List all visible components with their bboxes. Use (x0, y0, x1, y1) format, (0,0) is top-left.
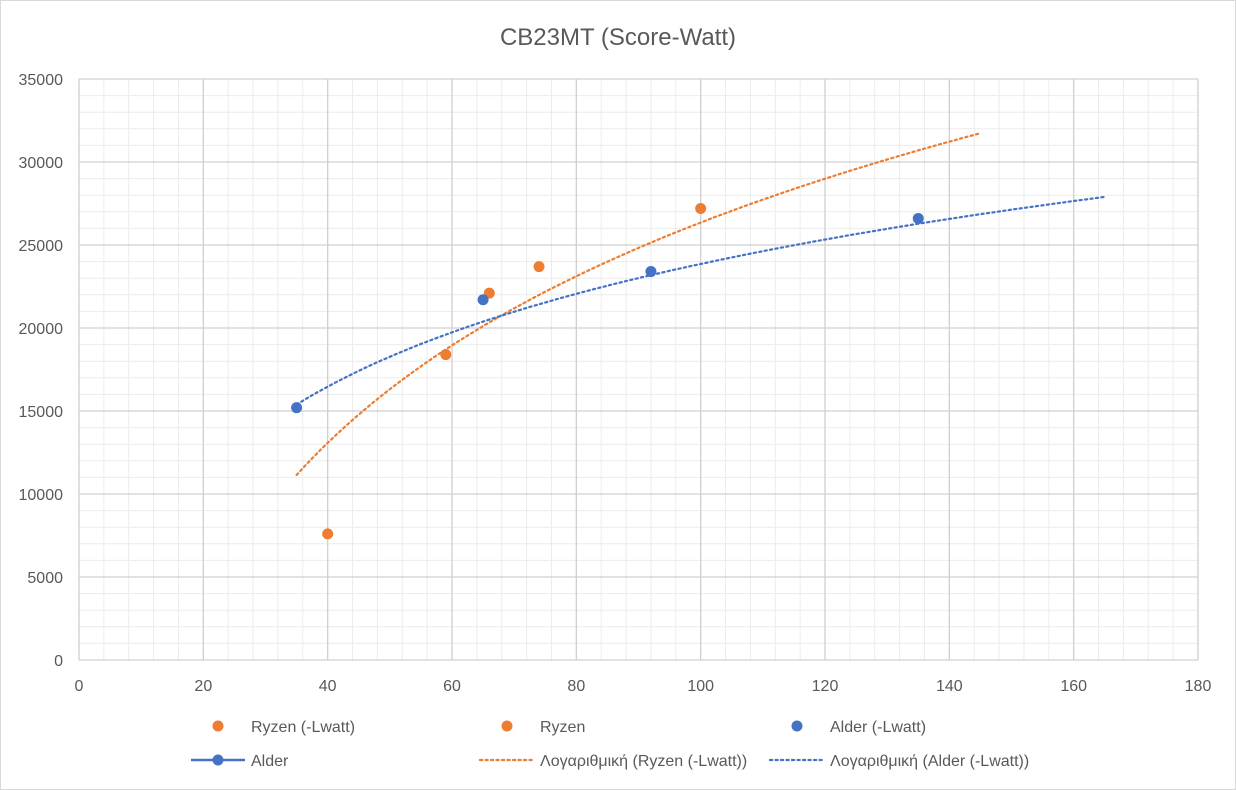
y-tick-label: 25000 (19, 238, 64, 255)
legend-label: Ryzen (540, 719, 585, 736)
x-tick-label: 40 (319, 678, 337, 695)
legend-label: Λογαριθμική (Ryzen (-Lwatt)) (540, 753, 747, 770)
y-tick-label: 35000 (19, 72, 64, 89)
legend-item: Λογαριθμική (Alder (-Lwatt)) (768, 753, 1029, 770)
legend-label: Λογαριθμική (Alder (-Lwatt)) (830, 753, 1029, 770)
legend-item: Alder (191, 753, 289, 770)
trendline (295, 132, 982, 477)
y-tick-label: 15000 (19, 404, 64, 421)
legend-marker (501, 720, 513, 732)
trendlines (295, 132, 1106, 477)
data-point (645, 266, 657, 278)
x-tick-label: 140 (936, 678, 963, 695)
x-tick-label: 180 (1185, 678, 1212, 695)
legend: Ryzen (-Lwatt) Ryzen Alder (-Lwatt) Alder Λο… (191, 719, 1029, 770)
data-markers (291, 202, 924, 540)
legend-item: Ryzen (-Lwatt) (212, 719, 355, 736)
trendline (295, 195, 1106, 406)
chart-title: CB23MT (Score-Watt) (500, 24, 736, 51)
legend-item: Ryzen (501, 719, 585, 736)
legend-label: Alder (-Lwatt) (830, 719, 926, 736)
y-tick-label: 30000 (19, 155, 64, 172)
data-point (440, 349, 452, 361)
legend-label: Alder (251, 753, 289, 770)
data-point (291, 402, 303, 414)
x-tick-label: 20 (194, 678, 212, 695)
legend-marker (212, 720, 224, 732)
x-tick-label: 60 (443, 678, 461, 695)
legend-item: Λογαριθμική (Ryzen (-Lwatt)) (478, 753, 747, 770)
data-point (695, 202, 707, 214)
y-tick-label: 5000 (27, 570, 63, 587)
y-tick-label: 20000 (19, 321, 64, 338)
legend-item: Alder (-Lwatt) (791, 719, 926, 736)
x-tick-label: 100 (687, 678, 714, 695)
legend-label: Ryzen (-Lwatt) (251, 719, 355, 736)
data-point (322, 528, 334, 540)
legend-marker (212, 754, 224, 766)
x-tick-label: 160 (1060, 678, 1087, 695)
data-point (477, 294, 489, 306)
y-axis-ticks: 0 5000 10000 15000 20000 25000 30000 35000 (19, 72, 64, 670)
x-axis-ticks: 0 20 40 60 80 100 120 140 160 180 (75, 678, 1212, 695)
data-point (533, 261, 545, 273)
y-tick-label: 10000 (19, 487, 64, 504)
legend-marker (791, 720, 803, 732)
x-tick-label: 120 (812, 678, 839, 695)
data-point (912, 212, 924, 224)
y-tick-label: 0 (54, 653, 63, 670)
major-gridlines (78, 78, 1199, 661)
x-tick-label: 80 (567, 678, 585, 695)
x-tick-label: 0 (75, 678, 84, 695)
